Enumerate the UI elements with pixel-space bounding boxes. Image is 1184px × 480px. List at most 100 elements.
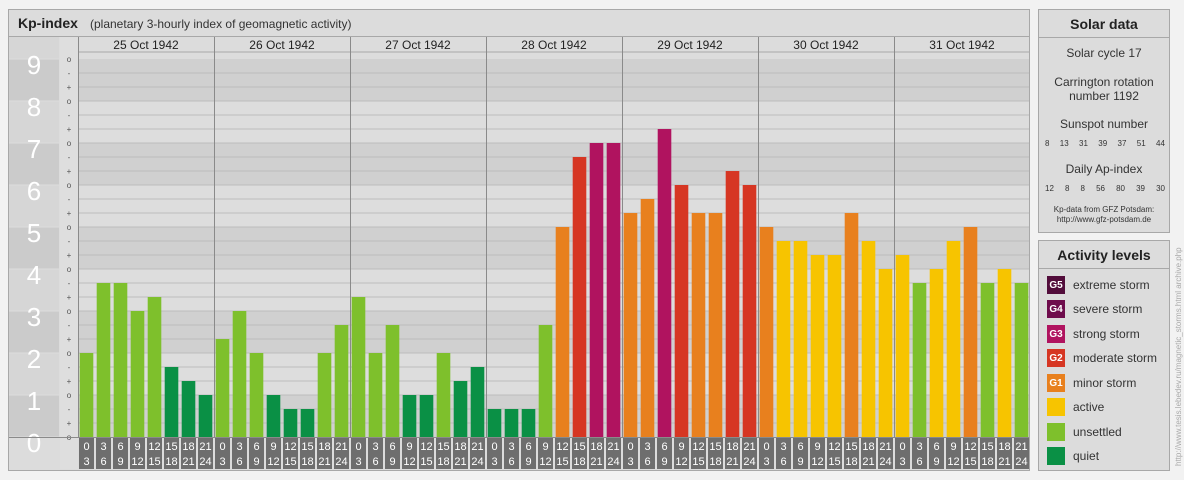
hour-cell xyxy=(929,438,944,469)
hour-end-label: 15 xyxy=(964,456,976,468)
hour-cell xyxy=(793,438,808,469)
hour-cell xyxy=(742,438,757,469)
y-minor-tick: o xyxy=(67,181,72,190)
kp-bar xyxy=(283,408,298,437)
kp-bar xyxy=(504,408,519,437)
kp-bar xyxy=(980,282,995,437)
y-band xyxy=(9,59,59,101)
hour-start-label: 6 xyxy=(661,441,667,453)
kp-plot: 0123456789o+-o+-o+-o+-o+-o+-o+-o+-o+-o25… xyxy=(9,37,1029,469)
ap-value: 39 xyxy=(1136,184,1145,193)
hour-start-label: 15 xyxy=(165,441,177,453)
minor-axis-column xyxy=(60,37,78,469)
solar-data-panel: Solar data Solar cycle 17 Carrington rot… xyxy=(1038,9,1170,233)
kp-bar xyxy=(130,311,145,437)
y-band xyxy=(9,37,59,59)
hour-end-label: 21 xyxy=(726,456,738,468)
legend-label: active xyxy=(1073,400,1105,414)
kp-bar xyxy=(436,353,451,437)
y-band xyxy=(9,185,59,227)
kp-bar xyxy=(827,255,842,437)
hour-start-label: 6 xyxy=(933,441,939,453)
hour-start-label: 0 xyxy=(491,441,497,453)
hour-cell xyxy=(521,438,536,469)
legend-label: severe storm xyxy=(1073,302,1143,316)
kp-bar xyxy=(793,240,808,437)
hour-cell xyxy=(759,438,774,469)
hour-start-label: 9 xyxy=(814,441,820,453)
hour-start-label: 9 xyxy=(270,441,276,453)
hour-start-label: 6 xyxy=(253,441,259,453)
kp-bar xyxy=(878,269,893,437)
kp-bar xyxy=(844,213,859,437)
legend-swatch: G5 xyxy=(1047,276,1065,294)
kp-bar xyxy=(1014,282,1029,437)
hour-cell xyxy=(674,438,689,469)
hour-cell xyxy=(470,438,485,469)
hour-cell xyxy=(827,438,842,469)
y-minor-tick: + xyxy=(67,335,72,344)
kp-bar xyxy=(96,282,111,437)
hour-end-label: 12 xyxy=(539,456,551,468)
legend-label: minor storm xyxy=(1073,376,1137,390)
hour-end-label: 12 xyxy=(811,456,823,468)
y-minor-tick: - xyxy=(68,195,71,204)
legend-unsettled: unsettled xyxy=(1047,423,1122,441)
hour-end-label: 3 xyxy=(83,456,89,468)
hour-start-label: 3 xyxy=(372,441,378,453)
sunspot-value: 44 xyxy=(1156,139,1165,148)
kp-bar xyxy=(487,408,502,437)
legend-swatch: G3 xyxy=(1047,325,1065,343)
hour-cell xyxy=(419,438,434,469)
hour-cell xyxy=(861,438,876,469)
solar-cycle: Solar cycle 17 xyxy=(1066,46,1142,60)
y-minor-tick: - xyxy=(68,237,71,246)
hour-end-label: 18 xyxy=(573,456,585,468)
hour-cell xyxy=(776,438,791,469)
hour-end-label: 3 xyxy=(355,456,361,468)
plot-band xyxy=(78,185,1029,227)
hour-cell xyxy=(436,438,451,469)
kp-bar xyxy=(674,185,689,437)
hour-end-label: 15 xyxy=(828,456,840,468)
hour-end-label: 15 xyxy=(692,456,704,468)
y-tick-label: 2 xyxy=(27,344,41,374)
y-minor-tick: o xyxy=(67,307,72,316)
hour-end-label: 9 xyxy=(253,456,259,468)
y-band xyxy=(9,101,59,143)
hour-cell xyxy=(640,438,655,469)
y-band xyxy=(9,395,59,437)
hour-end-label: 3 xyxy=(627,456,633,468)
kp-bar xyxy=(470,366,485,437)
hour-start-label: 9 xyxy=(950,441,956,453)
hour-cell xyxy=(487,438,502,469)
y-minor-tick: - xyxy=(68,153,71,162)
hour-cell xyxy=(368,438,383,469)
kp-bar xyxy=(912,282,927,437)
kp-bar xyxy=(572,156,587,437)
kp-bar xyxy=(810,255,825,437)
kp-bar xyxy=(351,297,366,437)
hour-cell xyxy=(657,438,672,469)
hour-start-label: 6 xyxy=(117,441,123,453)
hour-end-label: 6 xyxy=(508,456,514,468)
hour-start-label: 15 xyxy=(709,441,721,453)
kp-bar xyxy=(606,143,621,437)
chart-header: Kp-index (planetary 3-hourly index of ge… xyxy=(9,10,1029,37)
hour-cell xyxy=(283,438,298,469)
source-link[interactable]: http://www.gfz-potsdam.de xyxy=(1056,215,1152,224)
hour-end-label: 6 xyxy=(644,456,650,468)
hour-start-label: 6 xyxy=(389,441,395,453)
hour-cell xyxy=(130,438,145,469)
kp-bar xyxy=(589,143,604,437)
sunspot-values: 8 13 31 39 37 51 44 xyxy=(1045,139,1165,148)
legend-label: moderate storm xyxy=(1073,351,1158,365)
hour-start-label: 21 xyxy=(879,441,891,453)
y-minor-tick: + xyxy=(67,293,72,302)
hour-start-label: 0 xyxy=(355,441,361,453)
hour-cell xyxy=(725,438,740,469)
hour-end-label: 12 xyxy=(947,456,959,468)
date-label: 26 Oct 1942 xyxy=(249,38,315,52)
carrington-line-1: Carrington rotation xyxy=(1054,75,1154,89)
sunspot-value: 31 xyxy=(1079,139,1088,148)
